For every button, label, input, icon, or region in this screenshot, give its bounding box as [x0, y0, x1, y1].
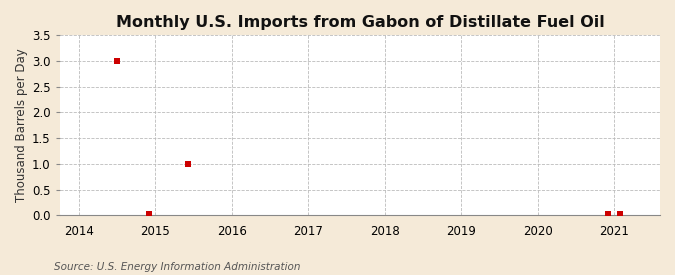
Point	[112, 59, 123, 63]
Point	[615, 212, 626, 216]
Text: Source: U.S. Energy Information Administration: Source: U.S. Energy Information Administ…	[54, 262, 300, 272]
Y-axis label: Thousand Barrels per Day: Thousand Barrels per Day	[15, 48, 28, 202]
Point	[144, 212, 155, 216]
Title: Monthly U.S. Imports from Gabon of Distillate Fuel Oil: Monthly U.S. Imports from Gabon of Disti…	[115, 15, 604, 30]
Point	[603, 212, 614, 216]
Point	[182, 162, 193, 166]
